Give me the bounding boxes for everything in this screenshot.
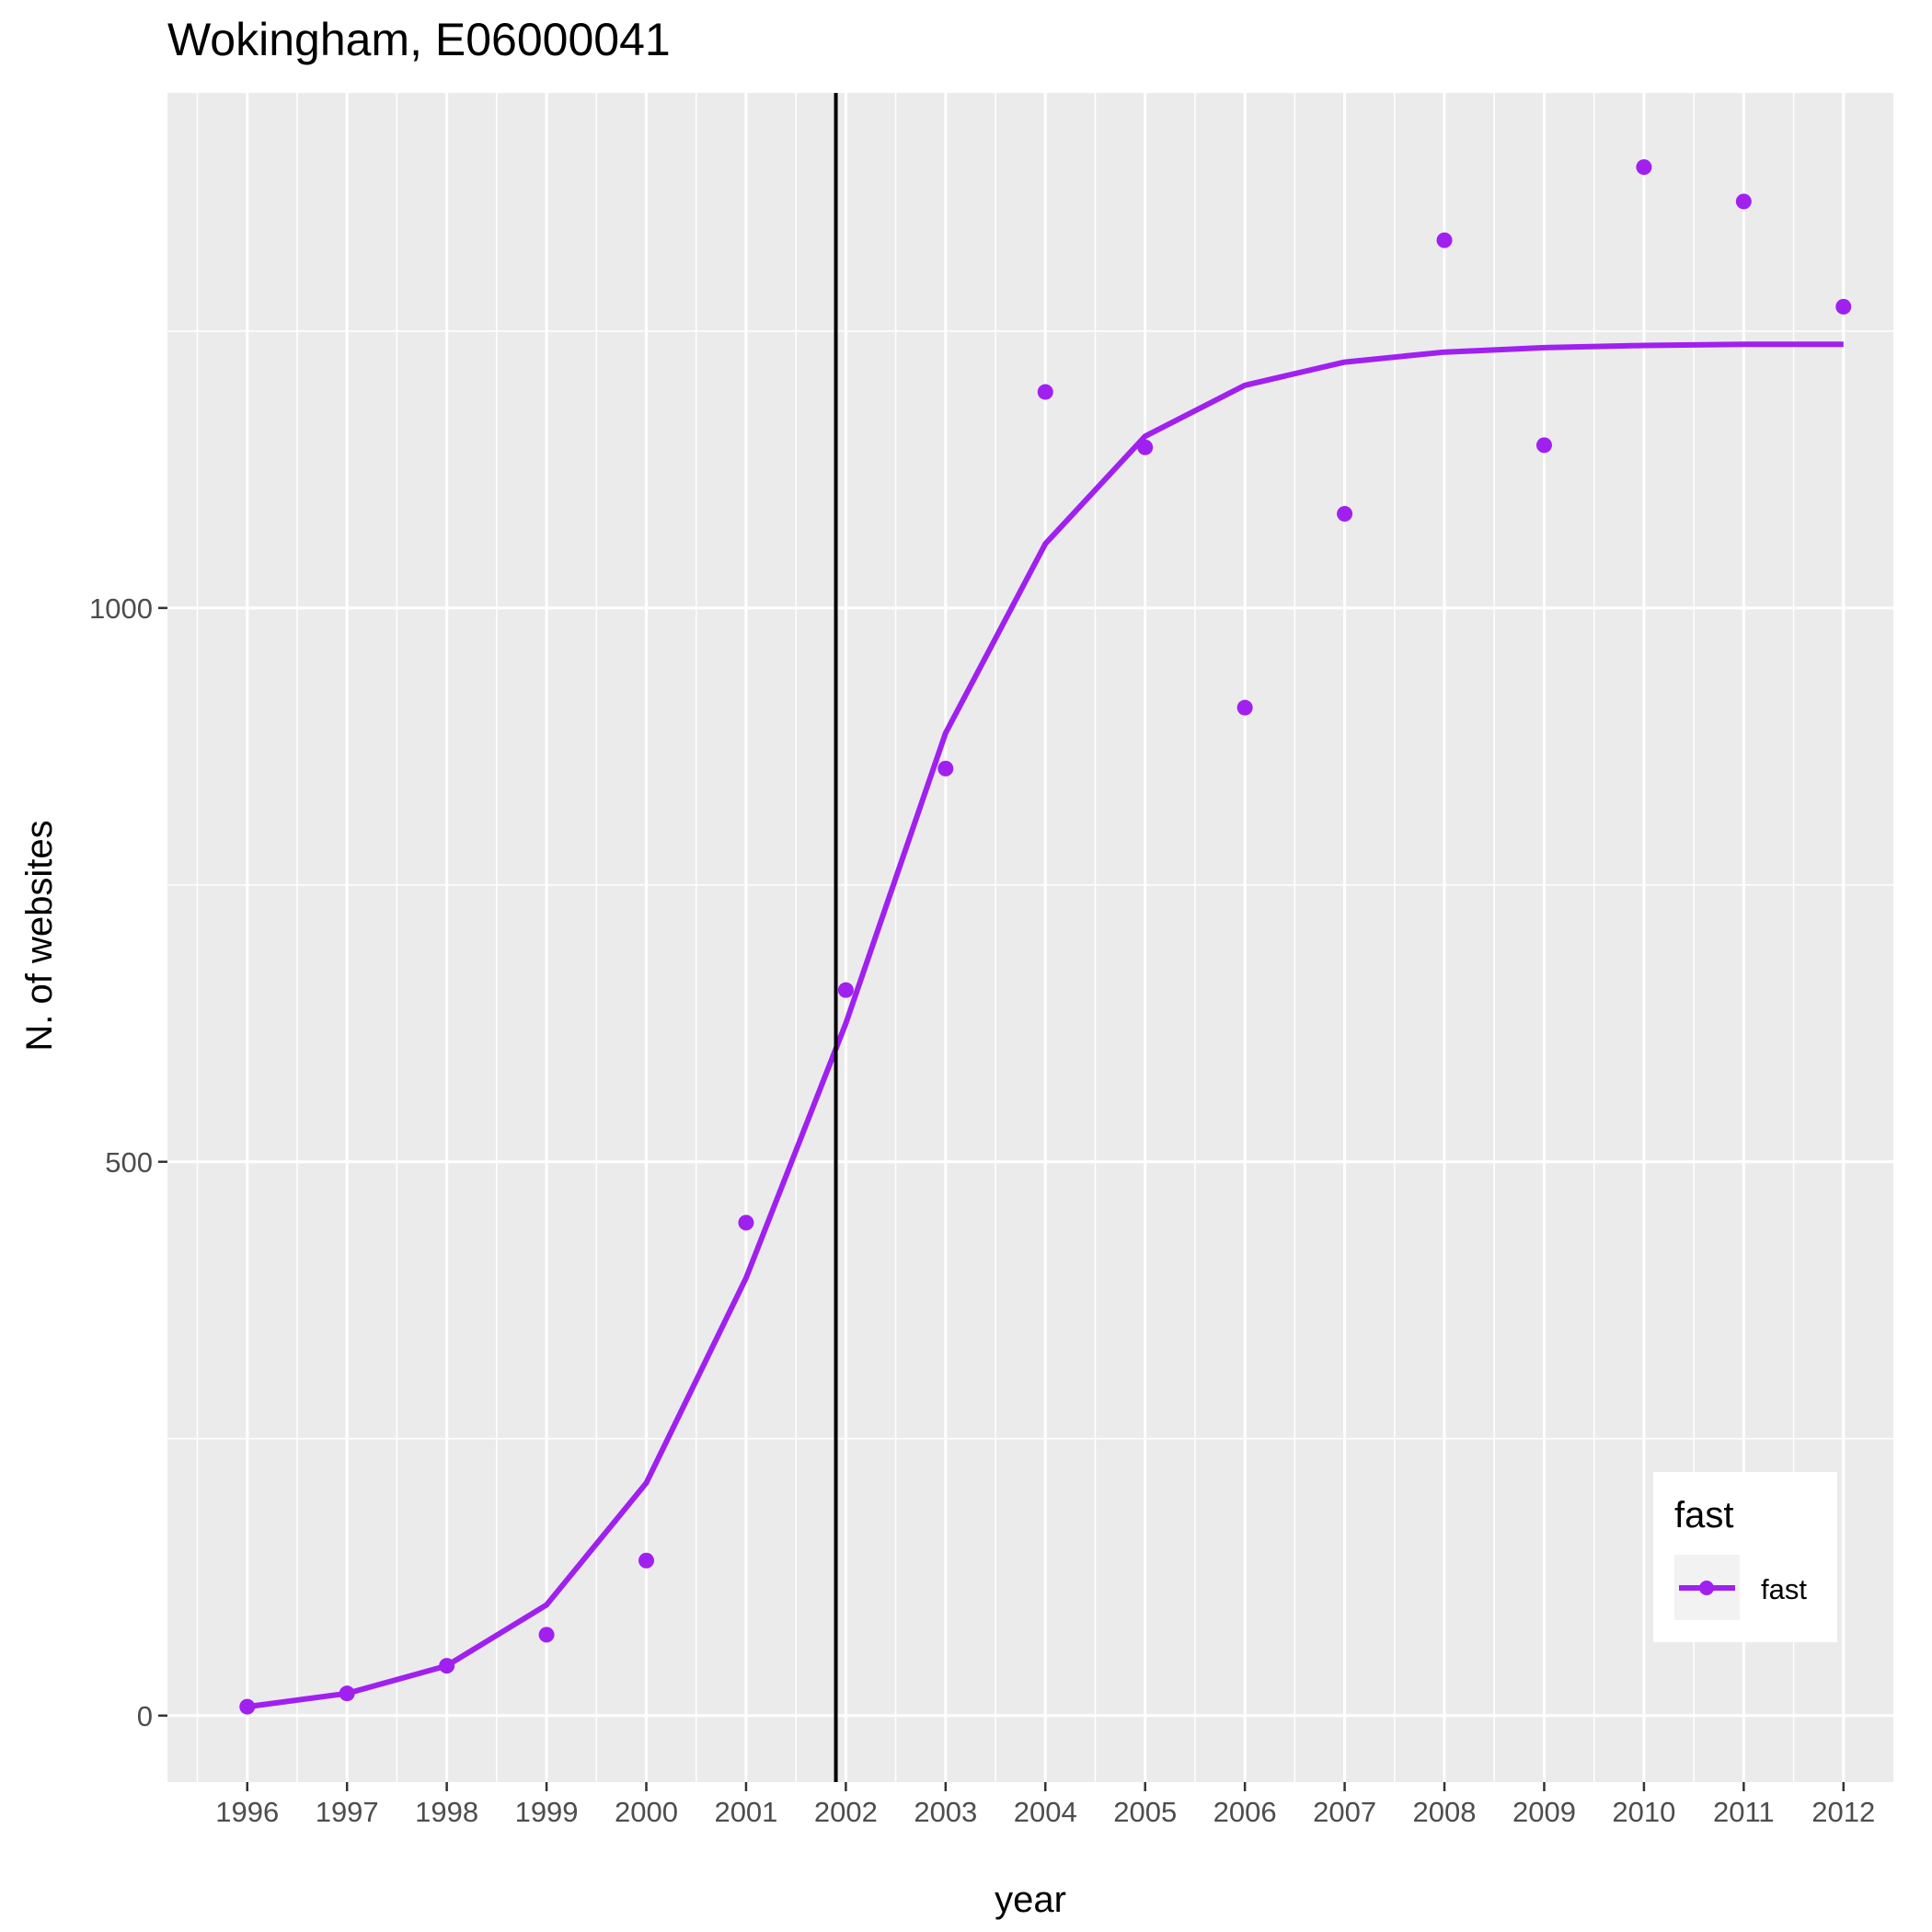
fit-line-layer [247, 341, 1844, 1710]
data-point [1735, 193, 1752, 210]
x-tick-label: 2001 [714, 1796, 777, 1828]
x-tick-label: 1997 [316, 1796, 379, 1828]
x-tick-label: 2008 [1413, 1796, 1477, 1828]
data-point [738, 1214, 754, 1231]
data-point [1636, 159, 1652, 176]
y-axis-ticks: 0 500 1000 [89, 592, 167, 1732]
data-point [1436, 232, 1453, 248]
data-point [439, 1658, 455, 1674]
x-axis-title: year [995, 1880, 1066, 1920]
legend: fast fast [1653, 1472, 1837, 1642]
data-point [339, 1685, 355, 1702]
fitted-line-fast [247, 341, 1844, 1710]
x-tick-label: 2012 [1811, 1796, 1875, 1828]
plot-panel [167, 93, 1893, 1782]
data-point [1535, 437, 1552, 454]
legend-label-fast: fast [1761, 1573, 1807, 1605]
legend-title: fast [1674, 1495, 1733, 1535]
x-tick-label: 2002 [814, 1796, 878, 1828]
data-point [1037, 384, 1053, 400]
data-point [638, 1552, 655, 1569]
y-tick-label: 1000 [89, 592, 153, 625]
grid-minor [167, 93, 1893, 1782]
y-axis-title: N. of websites [19, 820, 60, 1051]
data-point [538, 1627, 555, 1643]
x-tick-label: 2007 [1313, 1796, 1376, 1828]
x-tick-label: 2003 [914, 1796, 977, 1828]
x-tick-label: 2010 [1612, 1796, 1675, 1828]
legend-key-point [1699, 1581, 1714, 1595]
y-tick-label: 0 [137, 1700, 153, 1732]
points-layer [239, 159, 1852, 1715]
data-point [239, 1698, 256, 1715]
data-point [937, 760, 954, 776]
x-tick-label: 2006 [1213, 1796, 1277, 1828]
x-tick-label: 2011 [1713, 1796, 1775, 1828]
y-tick-label: 500 [105, 1146, 153, 1179]
chart-title: Wokingham, E06000041 [167, 14, 671, 65]
data-point [1337, 505, 1353, 522]
data-point [1236, 699, 1253, 716]
x-tick-label: 2009 [1512, 1796, 1576, 1828]
x-tick-label: 1999 [515, 1796, 579, 1828]
x-tick-label: 2004 [1014, 1796, 1077, 1828]
data-point [1835, 298, 1852, 315]
x-tick-label: 1998 [415, 1796, 478, 1828]
data-point [837, 982, 854, 998]
x-tick-label: 1996 [215, 1796, 279, 1828]
x-tick-label: 2000 [615, 1796, 678, 1828]
data-point [1137, 439, 1154, 455]
x-axis-ticks: 1996 1997 1998 1999 2000 2001 2002 2003 2004 2005… [215, 1782, 1875, 1828]
x-tick-label: 2005 [1113, 1796, 1177, 1828]
